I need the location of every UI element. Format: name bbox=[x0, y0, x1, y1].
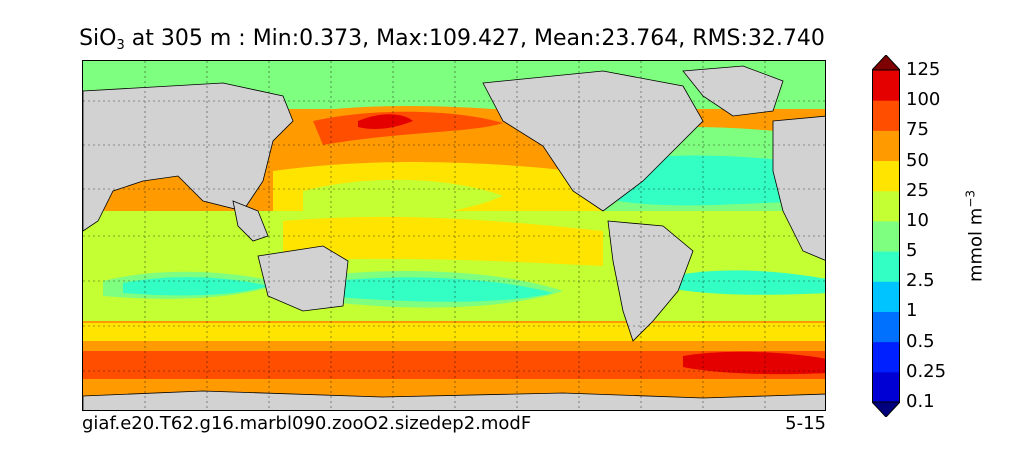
eurasia-africa-landmass bbox=[83, 82, 294, 232]
indian-gyre bbox=[123, 277, 268, 296]
colorbar-segment bbox=[872, 190, 900, 222]
colorbar-tick-label: 0.5 bbox=[906, 330, 935, 352]
case-name-label: giaf.e20.T62.g16.marbl090.zooO2.sizedep2… bbox=[82, 413, 532, 434]
land bbox=[83, 65, 825, 410]
colorbar-tick-label: 5 bbox=[906, 240, 918, 262]
colorbar-tick-label: 75 bbox=[906, 119, 929, 141]
colorbar-segment bbox=[872, 311, 900, 343]
year-range-label: 5-15 bbox=[785, 413, 826, 434]
colorbar-segment bbox=[872, 130, 900, 162]
colorbar-tick-label: 100 bbox=[906, 89, 941, 111]
north-atlantic-gyre bbox=[613, 155, 825, 206]
colorbar-segment bbox=[872, 371, 900, 403]
colorbar-segment bbox=[872, 100, 900, 131]
graticule bbox=[83, 61, 825, 410]
maritime-continent bbox=[232, 200, 269, 242]
colorbar-segment bbox=[872, 70, 900, 101]
colorbar-segment bbox=[872, 251, 900, 282]
map-panel bbox=[82, 60, 826, 411]
colorbar-segment bbox=[872, 220, 900, 252]
units-exponent: −3 bbox=[963, 189, 978, 208]
title-stats: at 305 m : Min:0.373, Max:109.427, Mean:… bbox=[124, 26, 825, 51]
title-subscript: 3 bbox=[116, 38, 125, 53]
colorbar-units: mmol m−3 bbox=[964, 190, 987, 282]
colorbar bbox=[872, 55, 900, 417]
map-title: SiO3 at 305 m : Min:0.373, Max:109.427, … bbox=[0, 26, 904, 53]
map-svg bbox=[83, 61, 825, 410]
australia bbox=[257, 245, 349, 312]
north-america bbox=[482, 70, 704, 212]
europe-africa-east bbox=[772, 115, 825, 261]
southern-ocean-max bbox=[683, 351, 825, 375]
south-america bbox=[607, 220, 694, 342]
south-atlantic-gyre bbox=[673, 270, 825, 295]
colorbar-tick-label: 125 bbox=[906, 59, 941, 80]
colorbar-tick-label: 1 bbox=[906, 300, 918, 322]
equatorial-pacific-band bbox=[283, 216, 603, 266]
colorbar-tick-label: 25 bbox=[906, 179, 929, 201]
colorbar-tick-label: 0.1 bbox=[906, 391, 935, 412]
colorbar-extend-max bbox=[872, 55, 900, 71]
south-pacific-gyre bbox=[333, 277, 553, 302]
colorbar-frame bbox=[872, 69, 900, 403]
colorbar-segment bbox=[872, 341, 900, 373]
north-pacific-max bbox=[358, 114, 413, 129]
colorbar-tick-label: 10 bbox=[906, 209, 929, 231]
north-pacific-high bbox=[313, 111, 503, 145]
colorbar-segment bbox=[872, 160, 900, 192]
title-variable: SiO bbox=[79, 26, 117, 51]
colorbar-tick-label: 2.5 bbox=[906, 270, 935, 292]
colorbar-tick-label: 50 bbox=[906, 149, 929, 171]
units-base: mmol m bbox=[965, 207, 987, 283]
colorbar-tick-label: 0.25 bbox=[906, 360, 947, 382]
colorbar-extend-min bbox=[872, 401, 900, 417]
colorbar-segment bbox=[872, 281, 900, 312]
